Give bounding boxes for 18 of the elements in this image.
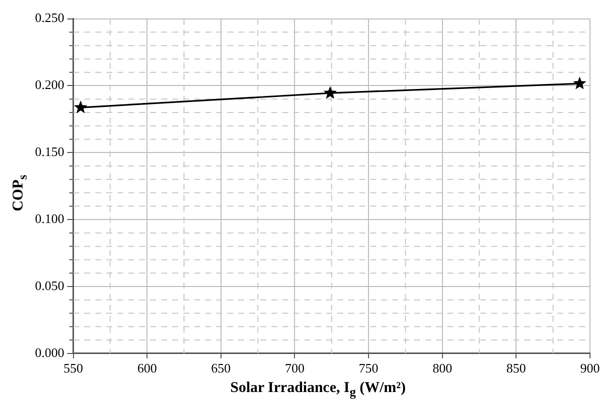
y-tick-label: 0.000 [35, 344, 64, 360]
x-tick-label: 700 [284, 360, 304, 376]
x-tick-label: 800 [432, 360, 452, 376]
point [573, 76, 586, 90]
x-tick-label: 850 [506, 360, 526, 376]
y-tick-label: 0.150 [35, 144, 64, 160]
x-tick-label: 550 [64, 360, 83, 376]
x-tick-label: 600 [137, 360, 157, 376]
x-tick-label: 750 [358, 360, 378, 376]
y-tick-label: 0.100 [35, 210, 64, 226]
y-tick-label: 0.250 [35, 10, 64, 26]
x-tick-label: 900 [580, 360, 600, 376]
y-tick-label: 0.200 [35, 77, 64, 92]
x-tick-label: 650 [211, 360, 231, 376]
y-tick-label: 0.050 [35, 278, 64, 293]
x-axis-title: Solar Irradiance, I$_{g}$ (W/m²) [229, 380, 407, 400]
point [323, 86, 337, 99]
point [74, 100, 88, 114]
